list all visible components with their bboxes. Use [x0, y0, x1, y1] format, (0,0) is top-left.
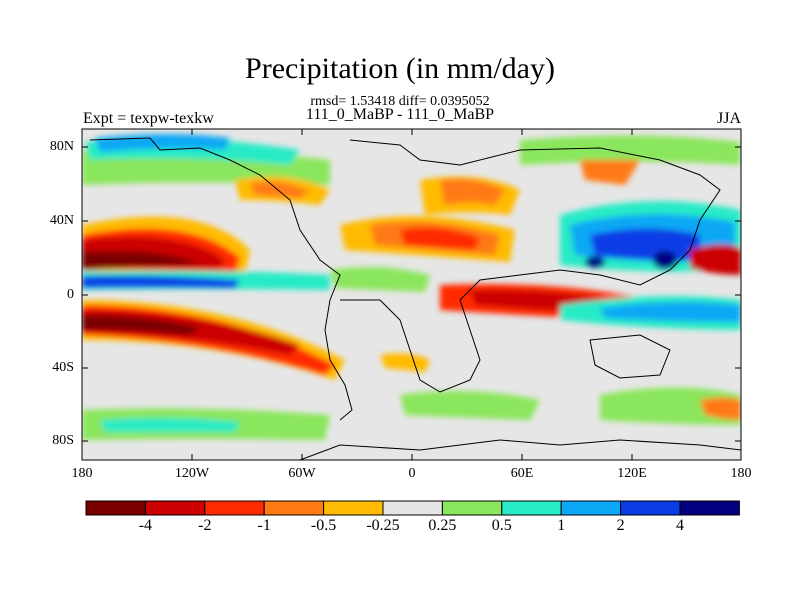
case-label: 111_0_MaBP - 111_0_MaBP — [305, 106, 495, 123]
lon-tick-label: 120E — [617, 466, 647, 481]
tick-marks — [82, 129, 741, 460]
colorbar-box — [501, 500, 562, 516]
page-title: Precipitation (in mm/day) — [245, 52, 555, 85]
season-label: JJA — [716, 110, 741, 127]
colorbar-label: 0.25 — [428, 517, 457, 534]
lat-tick-label: 40N — [49, 213, 74, 228]
lat-tick-label: 80S — [52, 433, 74, 448]
colorbar-box — [679, 500, 740, 516]
lat-tick-label: 40S — [52, 360, 74, 375]
colorbar-label: 1 — [557, 517, 566, 534]
colorbar-box — [382, 500, 443, 516]
lon-tick-label: 60W — [288, 466, 316, 481]
colorbar-box — [85, 500, 146, 516]
lat-tick-label: 0 — [67, 287, 74, 302]
colorbar-box — [144, 500, 206, 516]
lon-tick-label: 0 — [408, 466, 416, 481]
lon-tick-label: 60E — [510, 466, 534, 481]
rmsd-subtitle: rmsd= 1.53418 diff= 0.0395052 — [310, 94, 490, 109]
colorbar-label: 2 — [616, 517, 625, 534]
lon-tick-label: 180 — [71, 466, 93, 481]
colorbar-label: -2 — [198, 517, 212, 534]
colorbar-label: -0.25 — [366, 517, 400, 534]
colorbar-box — [560, 500, 622, 516]
colorbar-label: 0.5 — [491, 517, 512, 534]
colorbar-box — [441, 500, 503, 516]
colorbar-box — [620, 500, 681, 516]
map-field — [82, 129, 741, 460]
colorbar-box — [263, 500, 325, 516]
colorbar-label: 4 — [676, 517, 684, 534]
experiment-label: Expt = texpw-texkw — [83, 110, 214, 127]
colorbar-box — [204, 500, 265, 516]
lat-tick-label: 80N — [49, 139, 74, 154]
colorbar-label: -1 — [257, 517, 271, 534]
lon-tick-label: 180 — [730, 466, 752, 481]
colorbar-label: -0.5 — [310, 517, 337, 534]
precip-contours — [82, 134, 741, 440]
colorbar-label: -4 — [138, 517, 153, 534]
colorbar-box — [323, 500, 384, 516]
coastlines — [89, 137, 741, 460]
lon-tick-label: 120W — [174, 466, 210, 481]
